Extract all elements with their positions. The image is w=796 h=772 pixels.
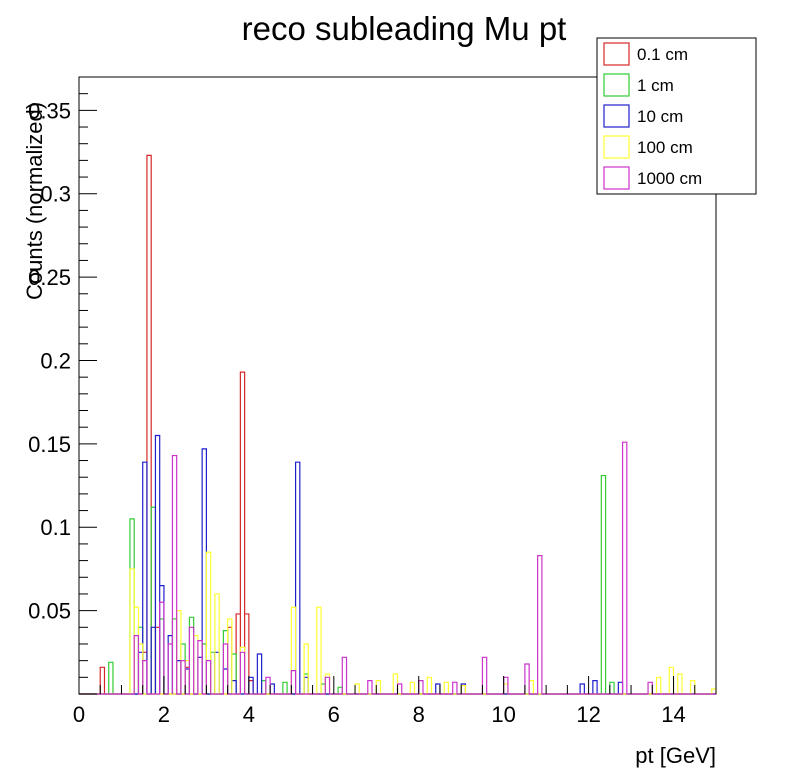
legend-box xyxy=(596,37,757,195)
legend-label-4: 1000 cm xyxy=(637,169,702,188)
x-tick-label: 8 xyxy=(413,702,425,727)
y-tick-label: 0.15 xyxy=(28,432,71,457)
x-tick-label: 2 xyxy=(158,702,170,727)
legend-label-2: 10 cm xyxy=(637,107,683,126)
y-axis: 0.05 0.1 0.15 0.2 0.25 0.3 0.35 xyxy=(28,93,97,695)
x-axis-label: pt [GeV] xyxy=(635,743,716,768)
series-line-0 xyxy=(79,154,716,695)
y-tick-label: 0.3 xyxy=(40,182,71,207)
legend-label-0: 0.1 cm xyxy=(637,45,688,64)
legend-swatch-4 xyxy=(603,166,630,190)
legend-swatch-1 xyxy=(603,73,630,97)
y-tick-label: 0.2 xyxy=(40,348,71,373)
y-tick-label: 0.05 xyxy=(28,599,71,624)
legend: 0.1 cm 1 cm 10 cm 100 cm 1000 cm xyxy=(596,37,757,195)
y-tick-label: 0.35 xyxy=(28,98,71,123)
x-axis: 0 2 4 6 8 10 12 14 xyxy=(73,676,717,727)
x-tick-label: 4 xyxy=(243,702,255,727)
series-line-1 xyxy=(79,474,716,695)
series-line-4 xyxy=(79,441,716,695)
chart-title: reco subleading Mu pt xyxy=(242,10,567,47)
y-axis-label: Counts (normalized) xyxy=(22,102,47,300)
y-tick-label: 0.1 xyxy=(40,515,71,540)
x-tick-label: 12 xyxy=(576,702,600,727)
series-line-2 xyxy=(79,434,716,695)
series-line-3 xyxy=(79,551,717,695)
x-tick-label: 6 xyxy=(328,702,340,727)
legend-label-3: 100 cm xyxy=(637,138,693,157)
legend-swatch-2 xyxy=(603,104,630,128)
y-tick-label: 0.25 xyxy=(28,265,71,290)
legend-swatch-3 xyxy=(603,135,630,159)
series-layer xyxy=(79,154,717,695)
x-tick-label: 10 xyxy=(491,702,515,727)
legend-swatch-0 xyxy=(603,42,630,66)
x-tick-label: 14 xyxy=(661,702,685,727)
x-tick-label: 0 xyxy=(73,702,85,727)
legend-label-1: 1 cm xyxy=(637,76,674,95)
